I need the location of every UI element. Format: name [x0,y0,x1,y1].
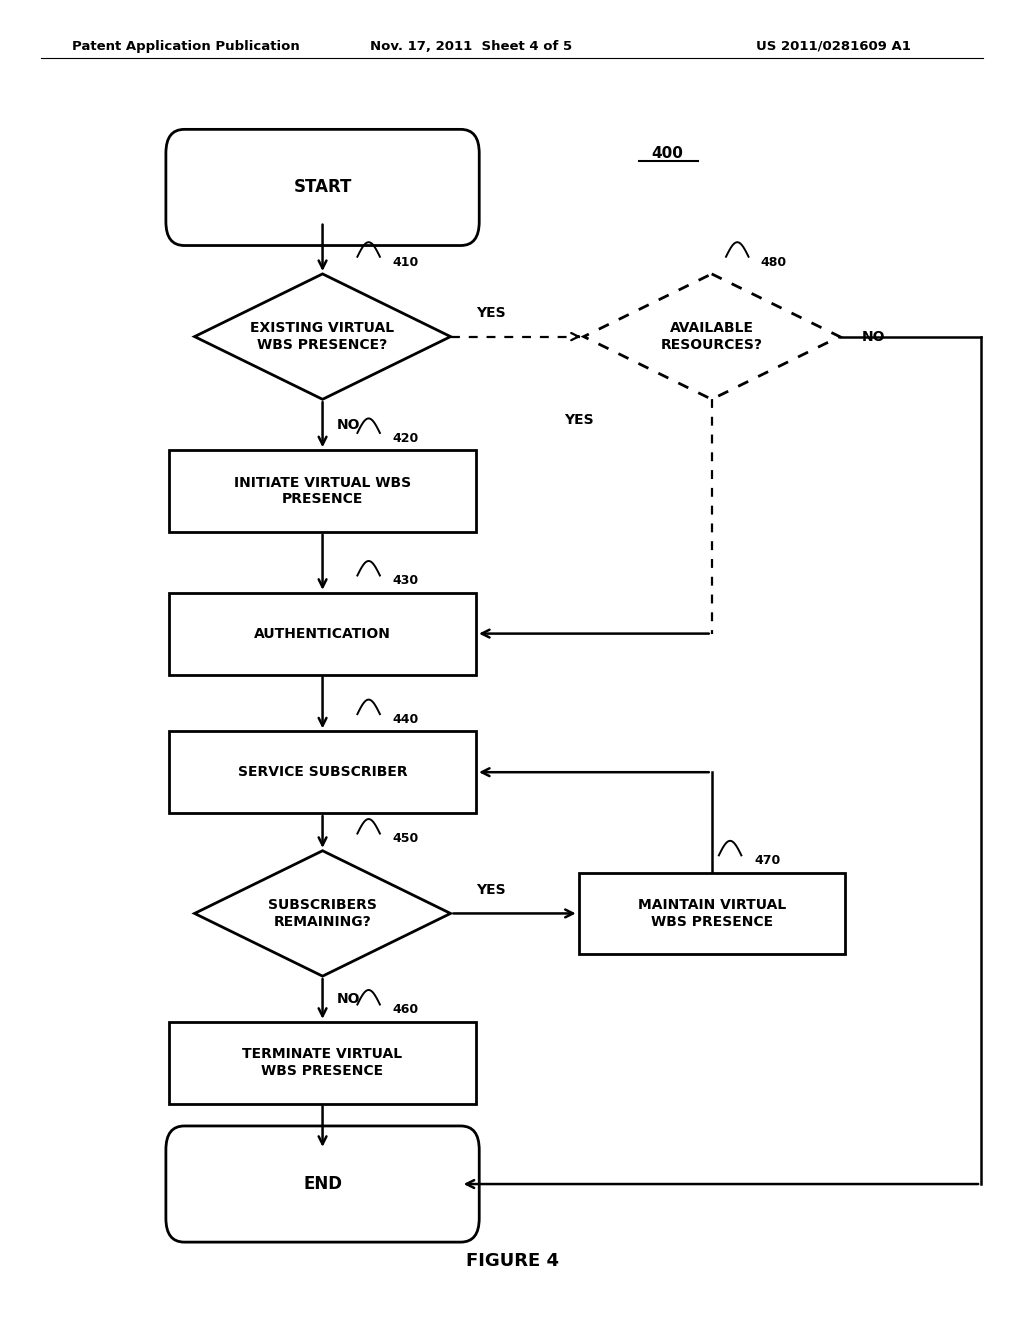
Text: YES: YES [476,306,506,319]
Text: 450: 450 [392,833,419,846]
Text: YES: YES [564,413,593,428]
Text: Patent Application Publication: Patent Application Publication [72,40,299,53]
FancyBboxPatch shape [166,1126,479,1242]
Text: FIGURE 4: FIGURE 4 [466,1251,558,1270]
Text: 400: 400 [651,145,684,161]
Bar [169,593,476,675]
Text: EXISTING VIRTUAL
WBS PRESENCE?: EXISTING VIRTUAL WBS PRESENCE? [251,322,394,351]
Bar [169,731,476,813]
Text: 420: 420 [392,432,419,445]
Polygon shape [584,275,840,399]
Text: SERVICE SUBSCRIBER: SERVICE SUBSCRIBER [238,766,408,779]
Text: YES: YES [476,883,506,896]
Text: MAINTAIN VIRTUAL
WBS PRESENCE: MAINTAIN VIRTUAL WBS PRESENCE [638,899,785,928]
Text: 460: 460 [392,1003,419,1016]
Text: Nov. 17, 2011  Sheet 4 of 5: Nov. 17, 2011 Sheet 4 of 5 [370,40,572,53]
Text: AUTHENTICATION: AUTHENTICATION [254,627,391,640]
Text: NO: NO [337,417,360,432]
Polygon shape [195,851,451,977]
Text: START: START [293,178,352,197]
Text: NO: NO [337,991,360,1006]
Bar [169,1022,476,1104]
FancyBboxPatch shape [166,129,479,246]
Text: END: END [303,1175,342,1193]
Text: 440: 440 [392,713,419,726]
Text: 410: 410 [392,256,419,269]
Text: TERMINATE VIRTUAL
WBS PRESENCE: TERMINATE VIRTUAL WBS PRESENCE [243,1048,402,1077]
Text: NO: NO [862,330,886,343]
Text: 470: 470 [755,854,781,867]
Bar [579,873,845,954]
Text: SUBSCRIBERS
REMAINING?: SUBSCRIBERS REMAINING? [268,899,377,928]
Bar [169,450,476,532]
Text: AVAILABLE
RESOURCES?: AVAILABLE RESOURCES? [660,322,763,351]
Text: US 2011/0281609 A1: US 2011/0281609 A1 [757,40,911,53]
Text: 430: 430 [392,574,419,587]
Text: INITIATE VIRTUAL WBS
PRESENCE: INITIATE VIRTUAL WBS PRESENCE [234,477,411,506]
Text: 480: 480 [761,256,787,269]
Polygon shape [195,275,451,399]
